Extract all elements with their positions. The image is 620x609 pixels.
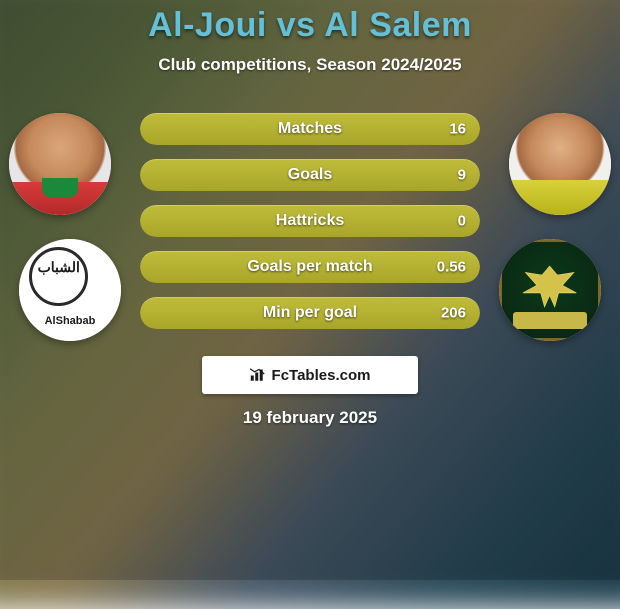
stat-bar-label: Goals per match: [247, 258, 372, 276]
main-row: الشباب AlShabab Matches 16 Goals 9 Hattricks…: [0, 113, 620, 343]
player-left-avatar[interactable]: [9, 113, 111, 215]
stat-bar-label: Matches: [278, 120, 342, 138]
stat-bar: Goals 9: [140, 159, 480, 191]
stat-bar-value: 0: [458, 213, 466, 230]
comparison-card: Al-Joui vs Al Salem Club competitions, S…: [0, 0, 620, 580]
stat-bar: Hattricks 0: [140, 205, 480, 237]
stat-bar-value: 9: [458, 167, 466, 184]
player-right-avatar[interactable]: [509, 113, 611, 215]
club-left-label: AlShabab: [29, 315, 111, 327]
stat-bar-value: 0.56: [437, 259, 466, 276]
club-right-eagle-icon: [517, 261, 582, 312]
club-left-script: الشباب: [35, 259, 82, 276]
player-left-kit: [9, 182, 111, 215]
fctables-label: FcTables.com: [272, 367, 371, 384]
fctables-link[interactable]: FcTables.com: [202, 356, 418, 394]
club-right-badge[interactable]: [499, 239, 601, 341]
stat-bars: Matches 16 Goals 9 Hattricks 0 Goals per match…: [140, 113, 480, 329]
player-right-kit: [509, 180, 611, 215]
stat-bar-value: 16: [449, 121, 466, 138]
page-title: Al-Joui vs Al Salem: [0, 6, 620, 45]
stat-bar-label: Goals: [288, 166, 332, 184]
club-left-badge[interactable]: الشباب AlShabab: [19, 239, 121, 341]
stat-bar-label: Min per goal: [263, 304, 357, 322]
content: Al-Joui vs Al Salem Club competitions, S…: [0, 0, 620, 580]
club-right-banner: [513, 312, 586, 328]
subtitle: Club competitions, Season 2024/2025: [0, 55, 620, 75]
stat-bar-label: Hattricks: [276, 212, 344, 230]
stat-bar: Matches 16: [140, 113, 480, 145]
bar-chart-icon: [250, 368, 268, 382]
stat-bar: Min per goal 206: [140, 297, 480, 329]
stat-bar-value: 206: [441, 305, 466, 322]
stat-bar: Goals per match 0.56: [140, 251, 480, 283]
comparison-date: 19 february 2025: [0, 408, 620, 428]
